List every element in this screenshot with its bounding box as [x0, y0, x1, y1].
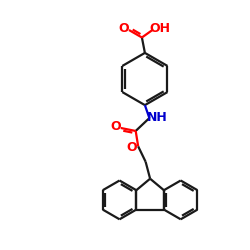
Text: O: O [119, 22, 129, 35]
Text: NH: NH [146, 111, 167, 124]
Text: O: O [110, 120, 120, 133]
Text: O: O [127, 141, 137, 154]
Text: OH: OH [150, 22, 171, 35]
